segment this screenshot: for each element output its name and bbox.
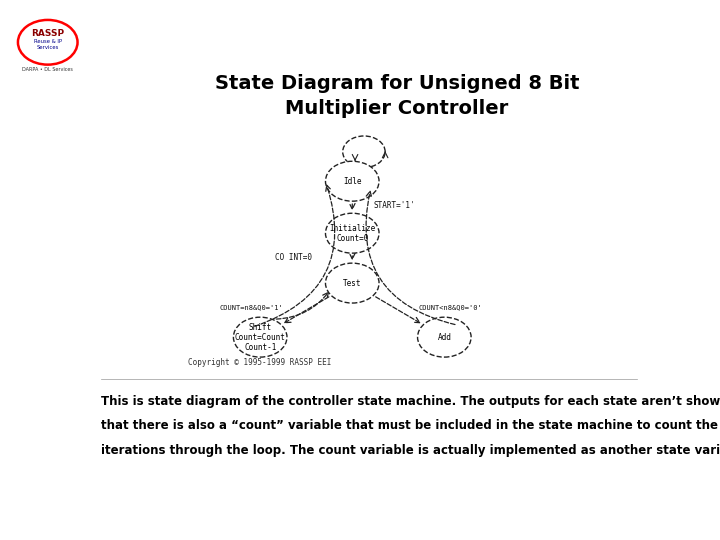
Text: Idle: Idle: [343, 177, 361, 186]
Circle shape: [325, 161, 379, 201]
Text: Initialize
Count=0: Initialize Count=0: [329, 224, 375, 242]
Text: Copyright © 1995-1999 RASSP EEI: Copyright © 1995-1999 RASSP EEI: [188, 357, 331, 367]
Text: RASSP: RASSP: [31, 29, 64, 38]
Text: Add: Add: [437, 333, 451, 342]
Text: Shift
Count=Count
Count-1: Shift Count=Count Count-1: [235, 322, 286, 352]
Text: This is state diagram of the controller state machine. The outputs for each stat: This is state diagram of the controller …: [101, 395, 720, 408]
Text: COUNT<n8&Q0='0': COUNT<n8&Q0='0': [418, 304, 482, 310]
Text: DARPA • DL Services: DARPA • DL Services: [22, 67, 73, 72]
Circle shape: [325, 263, 379, 303]
Text: Reuse & IP
Services: Reuse & IP Services: [34, 39, 62, 50]
Circle shape: [233, 317, 287, 357]
Text: COUNT=n8&Q0='1': COUNT=n8&Q0='1': [220, 304, 284, 310]
Text: CO INT=0: CO INT=0: [275, 253, 312, 262]
Text: Test: Test: [343, 279, 361, 288]
Text: that there is also a “count” variable that must be included in the state machine: that there is also a “count” variable th…: [101, 420, 720, 433]
Text: START='1': START='1': [373, 201, 415, 210]
Text: iterations through the loop. The count variable is actually implemented as anoth: iterations through the loop. The count v…: [101, 443, 720, 457]
Text: State Diagram for Unsigned 8 Bit
Multiplier Controller: State Diagram for Unsigned 8 Bit Multipl…: [215, 75, 579, 118]
Circle shape: [325, 213, 379, 253]
Circle shape: [418, 317, 471, 357]
